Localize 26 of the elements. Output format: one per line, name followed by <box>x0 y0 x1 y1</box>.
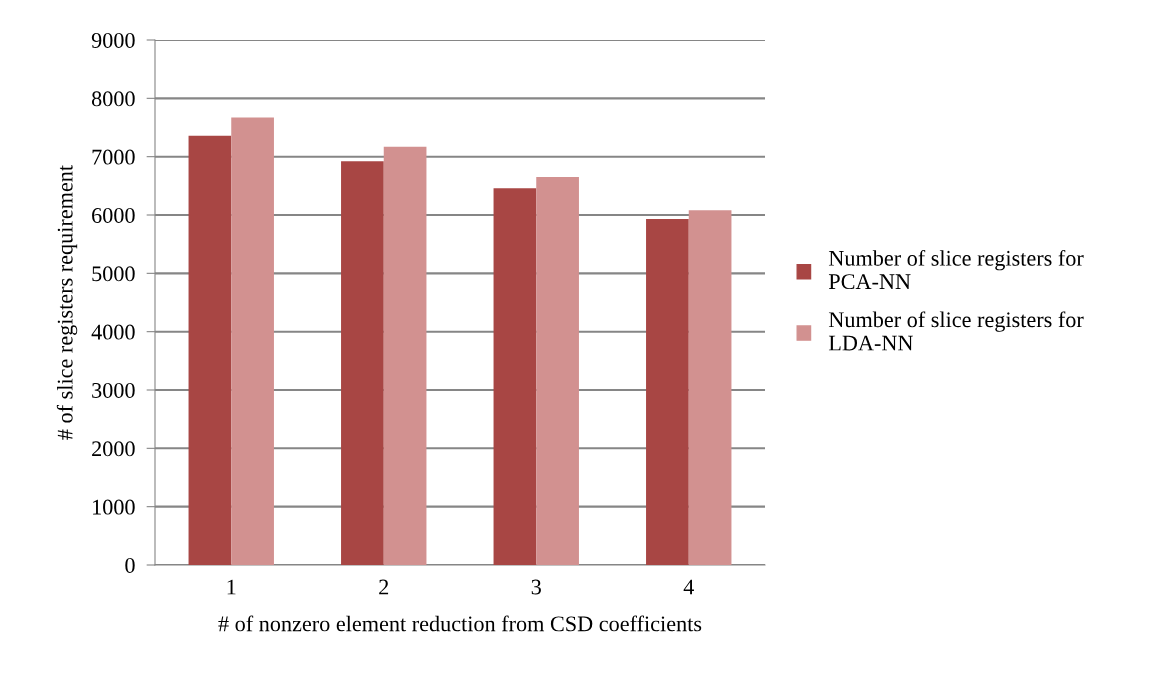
y-tick-label: 1000 <box>93 499 135 515</box>
y-tick-label: 4000 <box>91 324 135 340</box>
bar <box>383 146 427 565</box>
bar <box>231 117 274 565</box>
y-tick-label: 5000 <box>92 266 135 282</box>
y-tick-label: 7000 <box>92 149 135 165</box>
bar <box>536 177 579 565</box>
legend-label: Number of slice registers for PCA-NN <box>828 249 1084 290</box>
bar <box>688 210 732 565</box>
y-tick-label: 9000 <box>91 32 135 48</box>
y-tick-label: 6000 <box>92 207 135 223</box>
bar <box>341 161 384 565</box>
x-tick-label: 2 <box>379 579 389 595</box>
bar <box>493 188 537 565</box>
legend-label: Number of slice registers for LDA-NN <box>828 311 1084 351</box>
y-tick-label: 8000 <box>91 91 135 107</box>
x-axis-title: # of nonzero element reduction from CSD coefficients <box>218 615 702 632</box>
x-tick-label: 4 <box>683 579 694 595</box>
x-tick-label: 1 <box>227 579 236 595</box>
y-axis-title: # of slice registers requirement <box>56 165 78 440</box>
y-tick-label: 0 <box>125 557 135 573</box>
bar <box>646 219 689 565</box>
y-tick-label: 3000 <box>92 382 135 398</box>
bar <box>188 135 232 565</box>
x-tick-label: 3 <box>531 579 541 595</box>
y-tick-label: 2000 <box>92 441 135 457</box>
